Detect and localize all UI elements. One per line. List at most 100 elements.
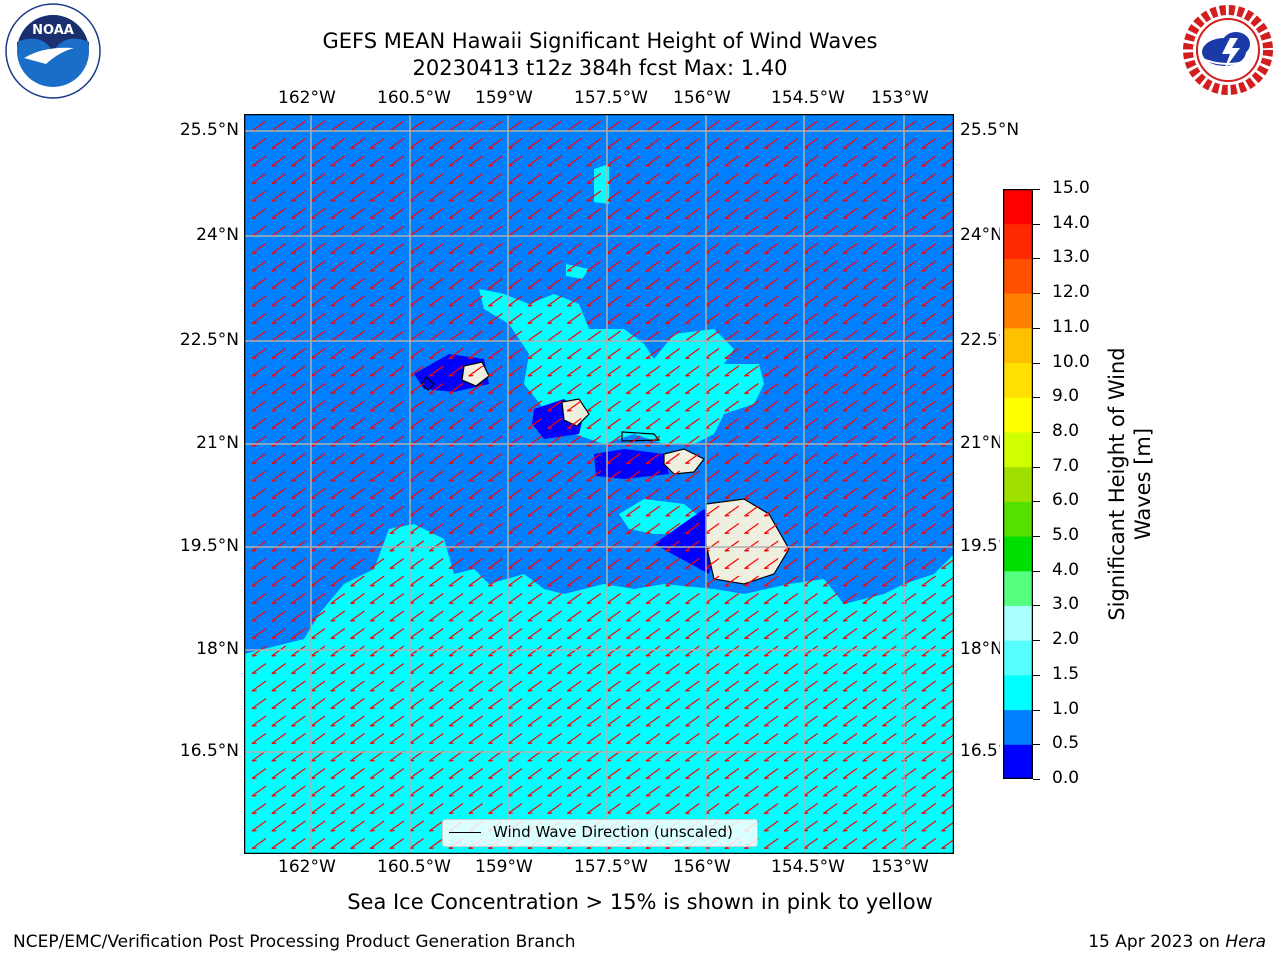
lat-tick-label-left: 22.5°N [179,330,239,350]
colorbar [1002,188,1034,780]
legend-label: Wind Wave Direction (unscaled) [493,823,733,841]
field-cyan-patch-3 [594,164,609,204]
lon-tick-label: 153°W [871,88,929,108]
colorbar-tick-mark [1033,466,1040,468]
colorbar-segment [1003,293,1033,329]
lat-tick-label-right: 25.5°N [960,120,1020,140]
lat-tick-label-right: 21°N [960,433,1000,453]
colorbar-tick-mark [1033,779,1040,780]
lat-tick-label-right: 18°N [960,639,1000,659]
lon-tick-label: 160.5°W [377,857,451,877]
map-legend: Wind Wave Direction (unscaled) [442,819,758,847]
colorbar-tick-mark [1033,327,1040,329]
colorbar-segment [1003,674,1033,711]
colorbar-tick-mark [1033,258,1040,260]
colorbar-tick-label: 0.0 [1052,768,1080,788]
lon-tick-label: 162°W [278,88,336,108]
lat-tick-label-right: 16.5°N [960,741,1000,761]
map-gridlines [244,114,954,854]
colorbar-tick-mark [1033,293,1040,295]
island-kauai [461,361,490,387]
colorbar-tick-mark [1033,640,1040,642]
colorbar-tick-label: 10.0 [1052,351,1090,372]
colorbar-segment [1003,536,1033,572]
colorbar-label: Significant Height of Wind Waves [m] [1105,347,1155,621]
colorbar-tick-label: 5.0 [1052,525,1080,546]
lon-tick-label: 154.5°W [771,857,845,877]
colorbar-segment [1003,327,1033,364]
colorbar-segment [1003,570,1033,606]
colorbar-tick-mark [1033,397,1040,399]
colorbar-tick-mark [1033,570,1040,572]
colorbar-border [1002,188,1034,780]
colorbar-segment [1003,362,1033,398]
colorbar-segment [1003,605,1033,641]
chart-subtitle: 20230413 t12z 384h fcst Max: 1.40 [412,56,788,80]
island-bigisland [705,498,790,585]
colorbar-tick-label: 15.0 [1052,178,1090,198]
colorbar-tick-label: 12.0 [1052,282,1090,303]
colorbar-tick-label: 9.0 [1052,386,1080,407]
colorbar-segment [1003,431,1033,468]
lon-tick-label: 154.5°W [771,88,845,108]
lat-tick-label-left: 19.5°N [179,536,239,556]
chart-title: GEFS MEAN Hawaii Significant Height of W… [322,29,878,53]
lat-tick-label-left: 18°N [196,639,239,659]
colorbar-segment [1003,397,1033,433]
colorbar-segment [1003,709,1033,745]
colorbar-tick-label: 11.0 [1052,316,1090,337]
colorbar-tick-label: 14.0 [1052,212,1090,233]
lon-tick-label: 157.5°W [574,857,648,877]
colorbar-tick-label: 1.5 [1052,663,1080,684]
colorbar-tick-mark [1033,431,1040,433]
sea-ice-note: Sea Ice Concentration > 15% is shown in … [347,890,933,914]
field-cyan-south [244,524,954,854]
lat-tick-label-left: 24°N [196,225,239,245]
lon-tick-label: 157.5°W [574,88,648,108]
noaa-logo: NOAA [4,2,102,100]
colorbar-tick-mark [1033,674,1040,676]
colorbar-tick-mark [1033,744,1040,746]
lon-tick-label: 162°W [278,857,336,877]
colorbar-tick-mark [1033,223,1040,225]
footer-branch: NCEP/EMC/Verification Post Processing Pr… [13,932,576,952]
colorbar-tick-mark [1033,536,1040,538]
colorbar-tick-label: 13.0 [1052,247,1090,268]
colorbar-tick-label: 0.5 [1052,733,1080,754]
footer-date: 15 Apr 2023 on Hera [1088,932,1266,952]
colorbar-segment [1003,501,1033,537]
map-panel [243,113,955,855]
island-molokai [621,431,661,442]
lon-tick-label: 159°W [475,88,533,108]
colorbar-segment [1003,466,1033,502]
colorbar-tick-mark [1033,605,1040,607]
colorbar-tick-mark [1033,709,1040,711]
colorbar-segment [1003,189,1033,225]
lon-tick-label: 160.5°W [377,88,451,108]
field-blue-maui [594,449,669,479]
colorbar-segment [1003,640,1033,676]
lon-tick-label: 159°W [475,857,533,877]
lon-tick-label: 156°W [673,857,731,877]
map-canvas [243,113,955,855]
colorbar-segment [1003,223,1033,259]
island-maui [663,448,705,475]
lat-tick-label-left: 21°N [196,433,239,453]
colorbar-tick-label: 3.0 [1052,594,1080,615]
island-oahu [561,398,590,427]
colorbar-segment [1003,744,1033,780]
lat-tick-label-right: 19.5°N [960,536,1000,556]
svg-text:NOAA: NOAA [32,23,74,38]
lon-tick-label: 153°W [871,857,929,877]
nws-logo [1178,0,1278,100]
lat-tick-label-right: 22.5°N [960,330,1000,350]
wind-wave-arrows [251,120,954,850]
colorbar-tick-label: 4.0 [1052,559,1080,580]
island-niihau [421,376,435,391]
lon-tick-label: 156°W [673,88,731,108]
lat-tick-label-right: 24°N [960,225,1000,245]
legend-line-icon [449,832,481,833]
colorbar-tick-mark [1033,501,1040,503]
colorbar-tick-label: 7.0 [1052,455,1080,476]
footer-host: Hera [1225,932,1266,952]
